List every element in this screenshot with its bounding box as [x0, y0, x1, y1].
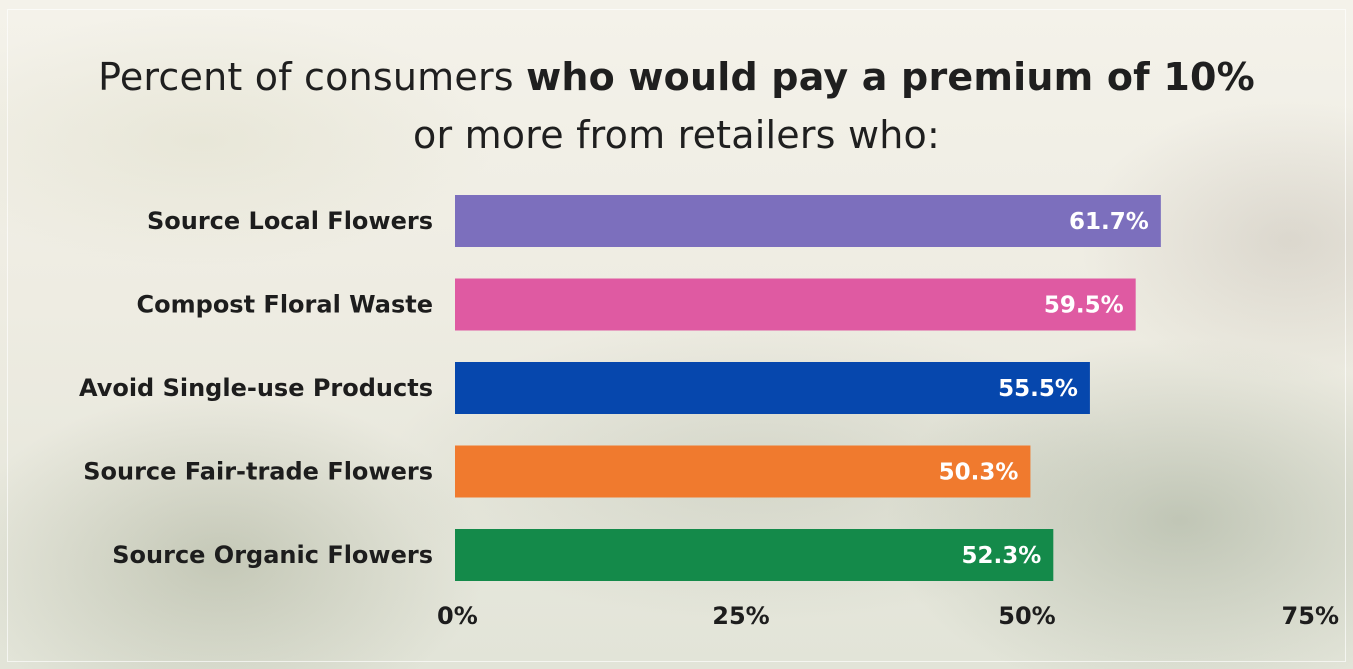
bar-source-organic-flowers [455, 529, 1054, 581]
category-label-compost-floral-waste: Compost Floral Waste [137, 291, 433, 319]
value-label-source-local-flowers: 61.7% [1069, 209, 1149, 235]
value-label-source-organic-flowers: 52.3% [962, 543, 1042, 569]
bar-compost-floral-waste [455, 278, 1136, 331]
title-line-1: Percent of consumers who would pay a pre… [0, 48, 1353, 106]
x-tick-label-75: 75% [1282, 602, 1339, 630]
value-label-avoid-single-use-products: 55.5% [998, 376, 1078, 402]
category-label-source-local-flowers: Source Local Flowers [147, 207, 433, 235]
title-line-2: or more from retailers who: [413, 113, 940, 157]
title-plain-text: Percent of consumers [98, 55, 527, 99]
category-label-source-organic-flowers: Source Organic Flowers [112, 541, 433, 569]
category-label-source-fair-trade-flowers: Source Fair-trade Flowers [83, 458, 433, 486]
x-tick-label-50: 50% [998, 602, 1055, 630]
x-tick-label-25: 25% [712, 602, 769, 630]
value-label-source-fair-trade-flowers: 50.3% [939, 460, 1019, 486]
frame-border [7, 9, 1346, 662]
chart-title: Percent of consumers who would pay a pre… [0, 48, 1353, 164]
bar-source-fair-trade-flowers [455, 445, 1031, 498]
x-tick-label-0: 0% [437, 602, 478, 630]
bar-source-local-flowers [455, 195, 1161, 247]
title-bold-text: who would pay a premium of 10% [526, 55, 1255, 99]
value-label-compost-floral-waste: 59.5% [1044, 293, 1124, 319]
bar-avoid-single-use-products [455, 362, 1090, 414]
category-label-avoid-single-use-products: Avoid Single-use Products [79, 374, 433, 402]
